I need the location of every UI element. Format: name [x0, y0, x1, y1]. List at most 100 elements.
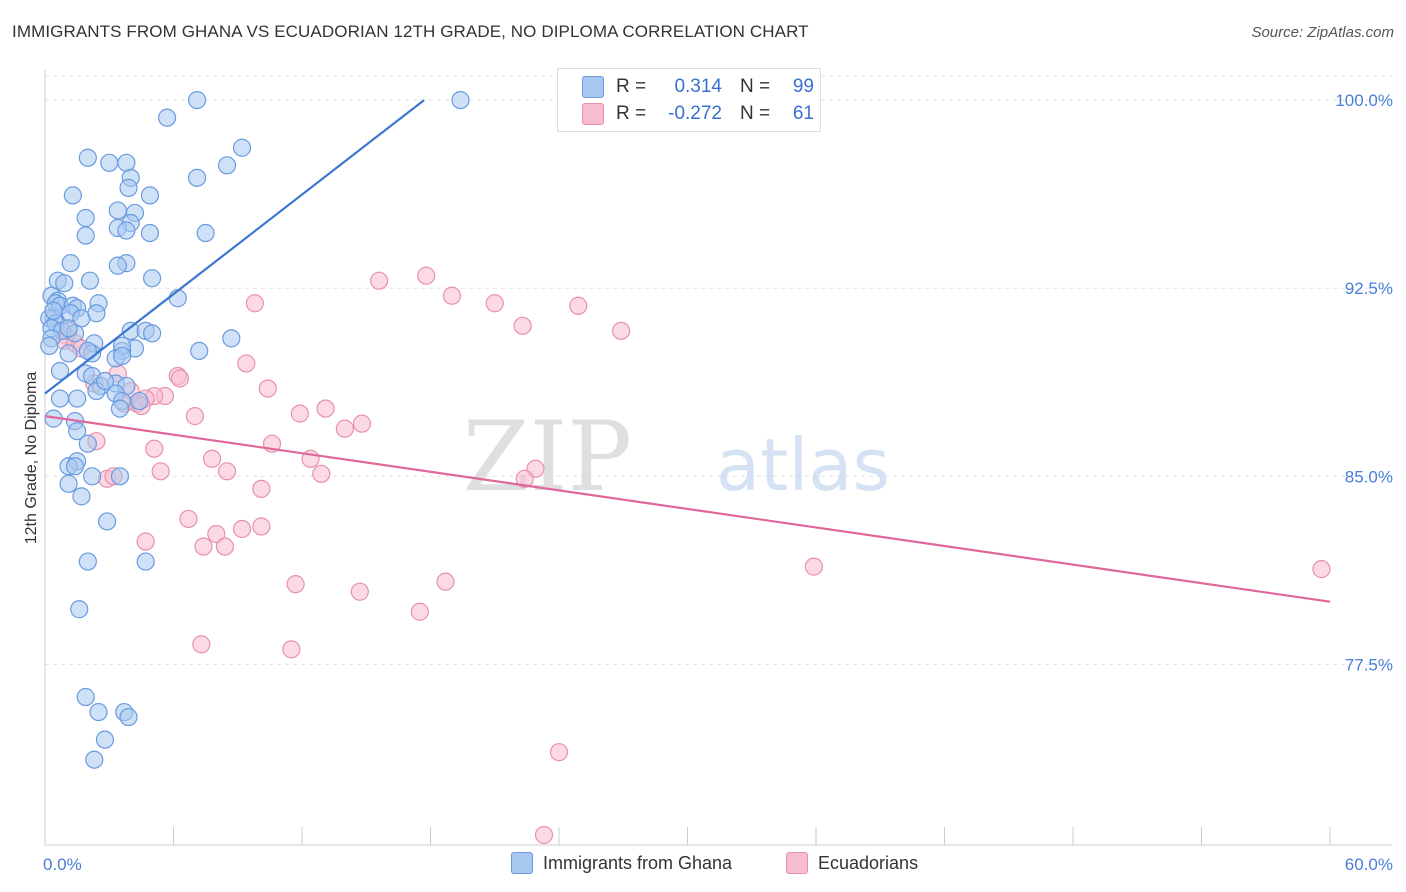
- legend-swatch-ghana: [582, 76, 604, 98]
- ghana-point: [130, 391, 149, 411]
- y-tick-label: 92.5%: [1345, 279, 1393, 298]
- ghana-point: [50, 389, 70, 408]
- ghana-point: [72, 487, 91, 506]
- ecuador-point: [442, 286, 462, 305]
- axes: [44, 70, 1392, 846]
- ecuador-point: [286, 575, 305, 594]
- y-axis-label: 12th Grade, No Diploma: [23, 372, 40, 545]
- data-points: [40, 90, 1331, 845]
- ghana-point: [140, 223, 160, 243]
- ecuador-point: [207, 524, 226, 544]
- ghana-point: [78, 552, 97, 571]
- ghana-point: [78, 434, 97, 453]
- ecuador-point: [252, 517, 271, 536]
- series-swatch-ghana: [511, 852, 533, 874]
- trend-lines: [44, 99, 1331, 603]
- ghana-point: [157, 108, 177, 127]
- ecuador-point: [170, 369, 190, 388]
- ghana-point: [44, 301, 63, 320]
- ghana-point: [76, 208, 95, 228]
- ghana-point: [190, 341, 209, 361]
- ghana-point: [187, 90, 207, 110]
- ghana-point: [40, 336, 59, 355]
- ghana-point: [451, 90, 470, 110]
- ecuador-point: [179, 509, 198, 529]
- ecuador-point: [194, 537, 213, 556]
- series-legend: Immigrants from Ghana Ecuadorians: [0, 852, 1406, 876]
- stats-legend: R = 0.314 N = 99 R = -0.272 N = 61: [557, 68, 821, 132]
- ghana-point: [68, 422, 87, 441]
- ghana-point: [68, 389, 87, 408]
- ecuador-point: [335, 419, 354, 438]
- ecuador-point: [436, 572, 455, 591]
- ghana-point: [187, 168, 207, 187]
- ghana-point: [95, 371, 115, 391]
- ecuador-point: [290, 404, 309, 423]
- ecuador-trend-line: [44, 415, 1331, 603]
- ghana-point: [217, 156, 237, 175]
- ecuador-point: [513, 316, 532, 335]
- ghana-point: [83, 467, 102, 486]
- x-tick-label: 0.0%: [43, 855, 82, 874]
- ecuador-point: [145, 439, 164, 458]
- ecuador-point: [350, 582, 369, 601]
- ecuador-point: [237, 354, 256, 373]
- legend-row-ghana: R = 0.314 N = 99: [582, 74, 814, 100]
- ghana-point: [59, 344, 78, 363]
- ghana-point: [112, 346, 132, 366]
- ghana-trend-line: [44, 99, 425, 395]
- source-label: Source: ZipAtlas.com: [1251, 24, 1394, 41]
- ghana-point: [222, 329, 241, 348]
- ecuador-point: [534, 825, 554, 845]
- ecuador-point: [151, 462, 170, 481]
- legend-r-value: -0.272: [668, 103, 722, 124]
- ecuador-point: [136, 532, 155, 551]
- ghana-point: [63, 186, 82, 205]
- ecuador-point: [410, 602, 429, 621]
- ecuador-point: [217, 462, 237, 481]
- ghana-point: [89, 702, 108, 722]
- watermark: ZIP atlas: [463, 401, 890, 513]
- y-tick-label: 100.0%: [1335, 91, 1393, 110]
- ghana-point: [65, 457, 85, 476]
- ghana-point: [119, 178, 138, 197]
- ghana-point: [76, 687, 95, 707]
- ecuador-point: [282, 640, 301, 659]
- ecuador-point: [612, 321, 631, 340]
- x-tick-label: 60.0%: [1345, 855, 1393, 874]
- legend-row-ecuador: R = -0.272 N = 61: [582, 101, 814, 127]
- ecuador-point: [1312, 560, 1331, 579]
- ghana-point: [76, 226, 95, 245]
- legend-r-value: 0.314: [674, 76, 722, 97]
- series-legend-ghana[interactable]: Immigrants from Ghana: [511, 852, 732, 874]
- legend-r-label: R =: [616, 76, 647, 97]
- ghana-point: [70, 600, 89, 619]
- y-tick-label: 85.0%: [1345, 467, 1393, 486]
- ghana-point: [168, 289, 187, 308]
- ecuador-point: [185, 407, 205, 426]
- series-legend-label: Immigrants from Ghana: [543, 852, 733, 873]
- ecuador-point: [232, 519, 252, 539]
- ecuador-point: [515, 469, 534, 488]
- ghana-point: [59, 319, 78, 338]
- ghana-point: [80, 271, 100, 290]
- ecuador-point: [258, 379, 277, 398]
- ghana-point: [59, 474, 78, 493]
- ghana-point: [110, 467, 130, 486]
- legend-swatch-ecuador: [582, 103, 604, 125]
- axis-labels: 77.5% 85.0% 92.5% 100.0% 0.0% 60.0% 12th Grade…: [23, 91, 1393, 874]
- ecuador-point: [312, 464, 331, 483]
- series-legend-ecuador[interactable]: Ecuadorians: [786, 852, 918, 874]
- ghana-point: [117, 221, 136, 240]
- ghana-point: [108, 201, 127, 220]
- ecuador-point: [215, 537, 234, 556]
- series-swatch-ecuador: [786, 852, 808, 874]
- ecuador-point: [352, 414, 372, 433]
- ghana-point: [110, 399, 130, 418]
- ecuador-point: [485, 294, 504, 313]
- ghana-point: [136, 552, 155, 571]
- ghana-point: [85, 750, 104, 769]
- ghana-point: [108, 256, 127, 275]
- series-legend-label: Ecuadorians: [818, 852, 919, 873]
